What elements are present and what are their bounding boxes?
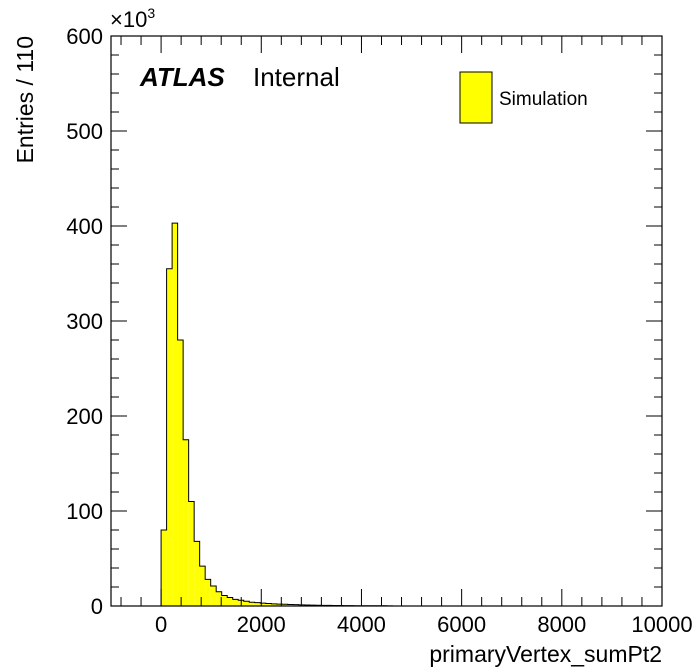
histogram-bin [194,541,200,606]
histogram-bin [260,603,266,606]
histogram-bin [249,602,255,606]
legend-label: Simulation [499,89,588,110]
histogram-bin [161,530,167,606]
y-tick-label: 500 [66,119,103,144]
x-tick-label: 4000 [337,612,386,637]
x-tick-labels: 0 2000 4000 6000 8000 10000 [155,612,693,637]
atlas-label: ATLAS [139,62,225,92]
y-axis-title: Entries / 110 [12,36,38,163]
internal-label: Internal [253,62,340,92]
histogram-bin [293,604,299,606]
legend-swatch [459,71,493,124]
histogram-bin [188,501,195,606]
x-tick-label: 8000 [537,612,586,637]
y-tick-label: 100 [66,499,103,524]
x-tick-label: 10000 [631,612,692,637]
histogram-bin [282,604,288,606]
axis-ticks [111,35,663,607]
x-tick-label: 2000 [237,612,286,637]
histogram-bin [216,591,222,606]
histogram-bin [287,604,294,606]
histogram-bin [166,268,173,606]
histogram-bin [210,586,217,606]
x-tick-label: 6000 [437,612,486,637]
y-tick-labels: 0 100 200 300 400 500 600 [66,24,103,619]
histogram-bin [205,579,211,606]
histogram-bin [232,599,239,606]
histogram-bin [227,597,233,606]
histogram-bin [183,439,189,606]
histogram-bin [177,340,184,606]
y-tick-label: 400 [66,214,103,239]
y-tick-label: 600 [66,24,103,49]
histogram-bin [172,223,178,606]
histogram-bin [199,566,206,606]
histogram-bin [276,604,283,606]
histogram-bin [243,601,250,606]
y-tick-label: 0 [91,594,103,619]
y-axis-multiplier: ×103 [110,5,155,32]
x-tick-label: 0 [155,612,167,637]
x-axis-title: primaryVertex_sumPt2 [429,641,662,667]
histogram-bin [221,595,228,606]
histogram-bin [254,602,261,606]
y-tick-label: 300 [66,309,103,334]
histogram-bin [265,603,272,606]
histogram-bin [271,603,277,606]
y-tick-label: 200 [66,404,103,429]
histogram-bars [161,223,393,606]
